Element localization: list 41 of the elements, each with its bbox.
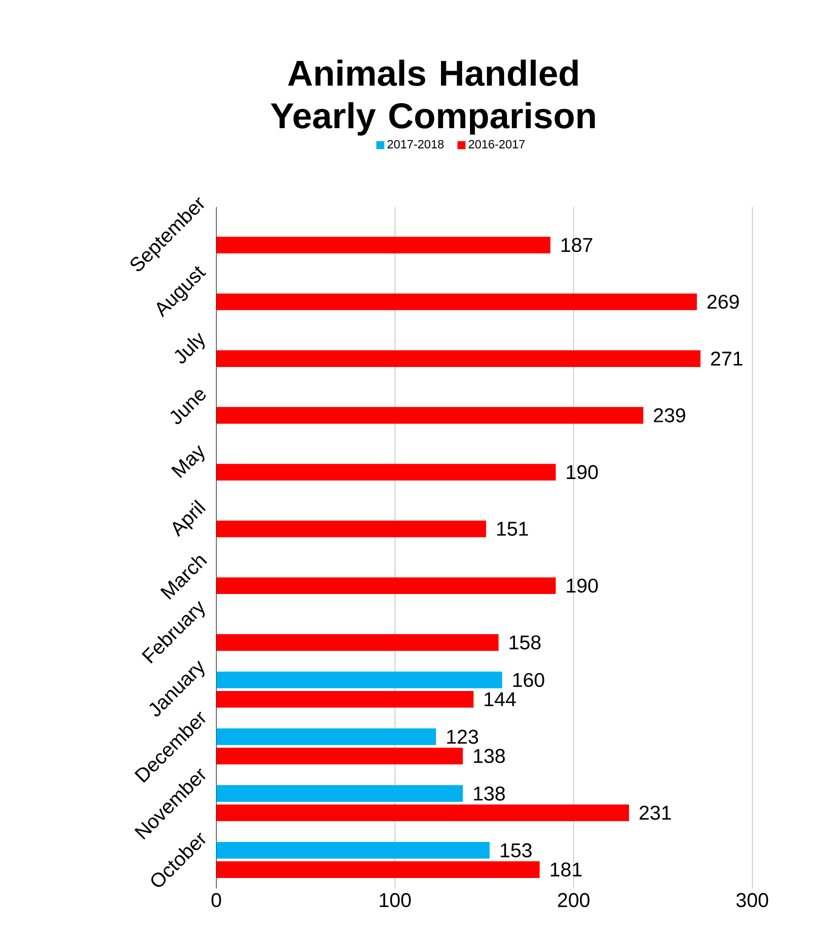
y-tick-label: May [171, 445, 204, 478]
y-tick-label: July [174, 332, 205, 364]
bar [216, 577, 556, 594]
bar [216, 690, 474, 708]
bar [216, 785, 463, 802]
bar [216, 520, 486, 538]
x-tick-label: 200 [558, 893, 590, 908]
data-label: 269 [707, 294, 739, 309]
bar [216, 842, 490, 859]
bar [216, 804, 629, 822]
data-label: 239 [654, 408, 686, 422]
data-label: 144 [484, 692, 516, 706]
data-label: 153 [500, 843, 532, 858]
bar [216, 748, 463, 764]
data-label: 138 [474, 748, 505, 764]
x-tick-label: 100 [380, 893, 411, 908]
bar [216, 861, 540, 878]
bar [216, 728, 436, 746]
data-label: 190 [566, 465, 598, 480]
data-label: 187 [561, 238, 592, 252]
data-label: 181 [550, 862, 582, 877]
legend-label: 2016-2017 [468, 140, 525, 148]
bar [216, 464, 556, 480]
data-label: 158 [510, 635, 540, 650]
x-tick-label: 300 [736, 893, 768, 908]
data-label: 160 [513, 672, 544, 688]
x-tick-label: 0 [211, 893, 221, 908]
bar [216, 236, 550, 254]
bar [216, 350, 700, 367]
bar [216, 407, 644, 424]
data-label: 231 [639, 806, 671, 820]
legend-label: 2017-2018 [387, 140, 444, 148]
data-label: 190 [566, 578, 598, 593]
data-label: 138 [474, 786, 505, 801]
data-label: 151 [497, 522, 528, 536]
bar [216, 634, 498, 651]
data-label: 123 [447, 730, 478, 744]
chart-title: Animals Handled Yearly Comparison [270, 60, 595, 136]
bar [216, 672, 502, 688]
bar [216, 293, 697, 310]
data-label: 271 [710, 352, 742, 366]
